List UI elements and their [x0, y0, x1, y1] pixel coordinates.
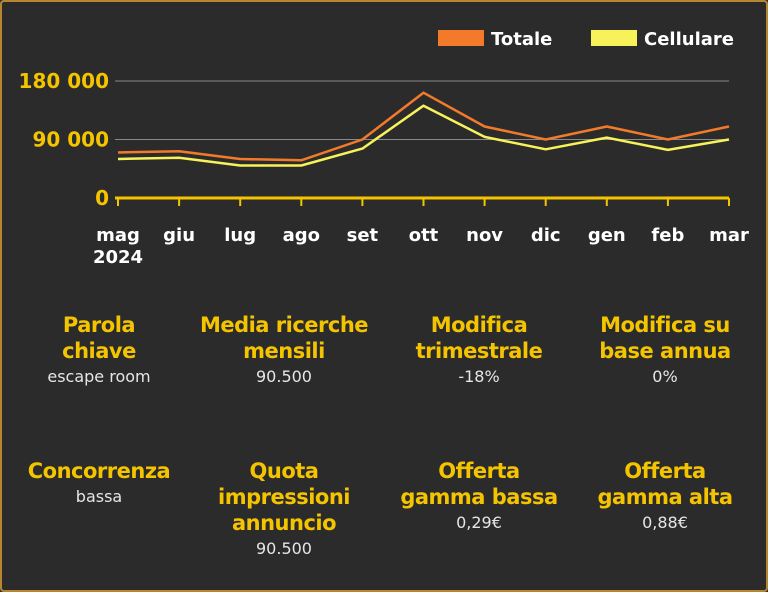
- chart-series: [117, 91, 730, 167]
- y-axis: 0 90 000 180 000: [19, 69, 109, 210]
- chart-legend: Totale Cellulare: [438, 29, 734, 50]
- stat-value: -18%: [458, 367, 500, 386]
- stat-cell: Media ricerche mensili 90.500: [189, 312, 379, 388]
- x-tick-label: giu: [163, 225, 195, 246]
- stat-label-line: gamma alta: [597, 485, 733, 509]
- stat-value: 0,88€: [642, 513, 688, 532]
- x-tick-label: set: [347, 225, 379, 246]
- stat-label-line: Parola: [62, 313, 136, 337]
- stat-label-line: Quota: [249, 459, 319, 483]
- x-tick-label: nov: [466, 225, 503, 246]
- stat-label-line: trimestrale: [415, 339, 543, 363]
- stat-label-line: Concorrenza: [27, 459, 171, 483]
- stat-cell: Offerta gamma bassa 0,29€: [384, 458, 574, 534]
- x-tick-label: mar: [709, 225, 749, 246]
- stat-label-line: Modifica: [430, 313, 528, 337]
- stat-label-line: Offerta: [624, 459, 706, 483]
- stat-label: Media ricerche mensili: [189, 312, 379, 364]
- stat-value: 0,29€: [456, 513, 502, 532]
- series-line-cellulare: [117, 104, 730, 167]
- stat-label: Concorrenza: [4, 458, 194, 484]
- stat-label-line: gamma bassa: [400, 485, 558, 509]
- x-tick-label: ott: [409, 225, 439, 246]
- x-tick-label: gen: [588, 225, 626, 246]
- stat-label-line: mensili: [243, 339, 325, 363]
- stat-value: 90.500: [256, 539, 312, 558]
- x-tick-label: mag: [96, 225, 140, 246]
- stat-cell: Offerta gamma alta 0,88€: [570, 458, 760, 534]
- stat-cell: Parola chiave escape room: [4, 312, 194, 388]
- stat-value: escape room: [47, 367, 151, 386]
- x-tick-year-label: 2024: [93, 247, 143, 268]
- stat-label: Modifica trimestrale: [384, 312, 574, 364]
- stat-cell: Modifica trimestrale -18%: [384, 312, 574, 388]
- stat-label-line: base annua: [599, 339, 731, 363]
- x-tick-label: feb: [651, 225, 684, 246]
- x-axis: mag giu lug ago set ott nov dic gen feb mar 2024: [93, 198, 749, 268]
- stat-label-line: Media ricerche: [199, 313, 369, 337]
- stat-label: Modifica su base annua: [570, 312, 760, 364]
- series-line-totale: [117, 91, 730, 162]
- y-tick-label: 90 000: [32, 128, 109, 152]
- stat-label: Quota impressioni annuncio: [189, 458, 379, 536]
- stat-cell: Modifica su base annua 0%: [570, 312, 760, 388]
- legend-label-cellulare: Cellulare: [644, 29, 734, 50]
- stat-label-line: annuncio: [231, 511, 337, 535]
- chart-grid: [115, 80, 729, 200]
- y-tick-label: 0: [95, 186, 109, 210]
- stat-label: Offerta gamma bassa: [384, 458, 574, 510]
- stat-label: Parola chiave: [4, 312, 194, 364]
- stat-label: Offerta gamma alta: [570, 458, 760, 510]
- stat-value: bassa: [75, 487, 123, 506]
- x-tick-label: lug: [224, 225, 256, 246]
- stat-cell: Quota impressioni annuncio 90.500: [189, 458, 379, 560]
- stat-value: 0%: [652, 367, 678, 386]
- x-tick-label: ago: [283, 225, 320, 246]
- stat-label-line: Offerta: [438, 459, 520, 483]
- line-chart: Totale Cellulare 0 90 000 180 000 mag giu lug…: [19, 29, 749, 268]
- stat-cell: Concorrenza bassa: [4, 458, 194, 508]
- stat-value: 90.500: [256, 367, 312, 386]
- stat-label-line: Modifica su: [600, 313, 730, 337]
- x-tick-label: dic: [531, 225, 561, 246]
- stat-label-line: impressioni: [218, 485, 350, 509]
- legend-label-totale: Totale: [491, 29, 552, 50]
- legend-swatch-cellulare: [591, 30, 637, 46]
- y-tick-label: 180 000: [19, 69, 109, 93]
- stat-label-line: chiave: [62, 339, 136, 363]
- legend-swatch-totale: [438, 30, 484, 46]
